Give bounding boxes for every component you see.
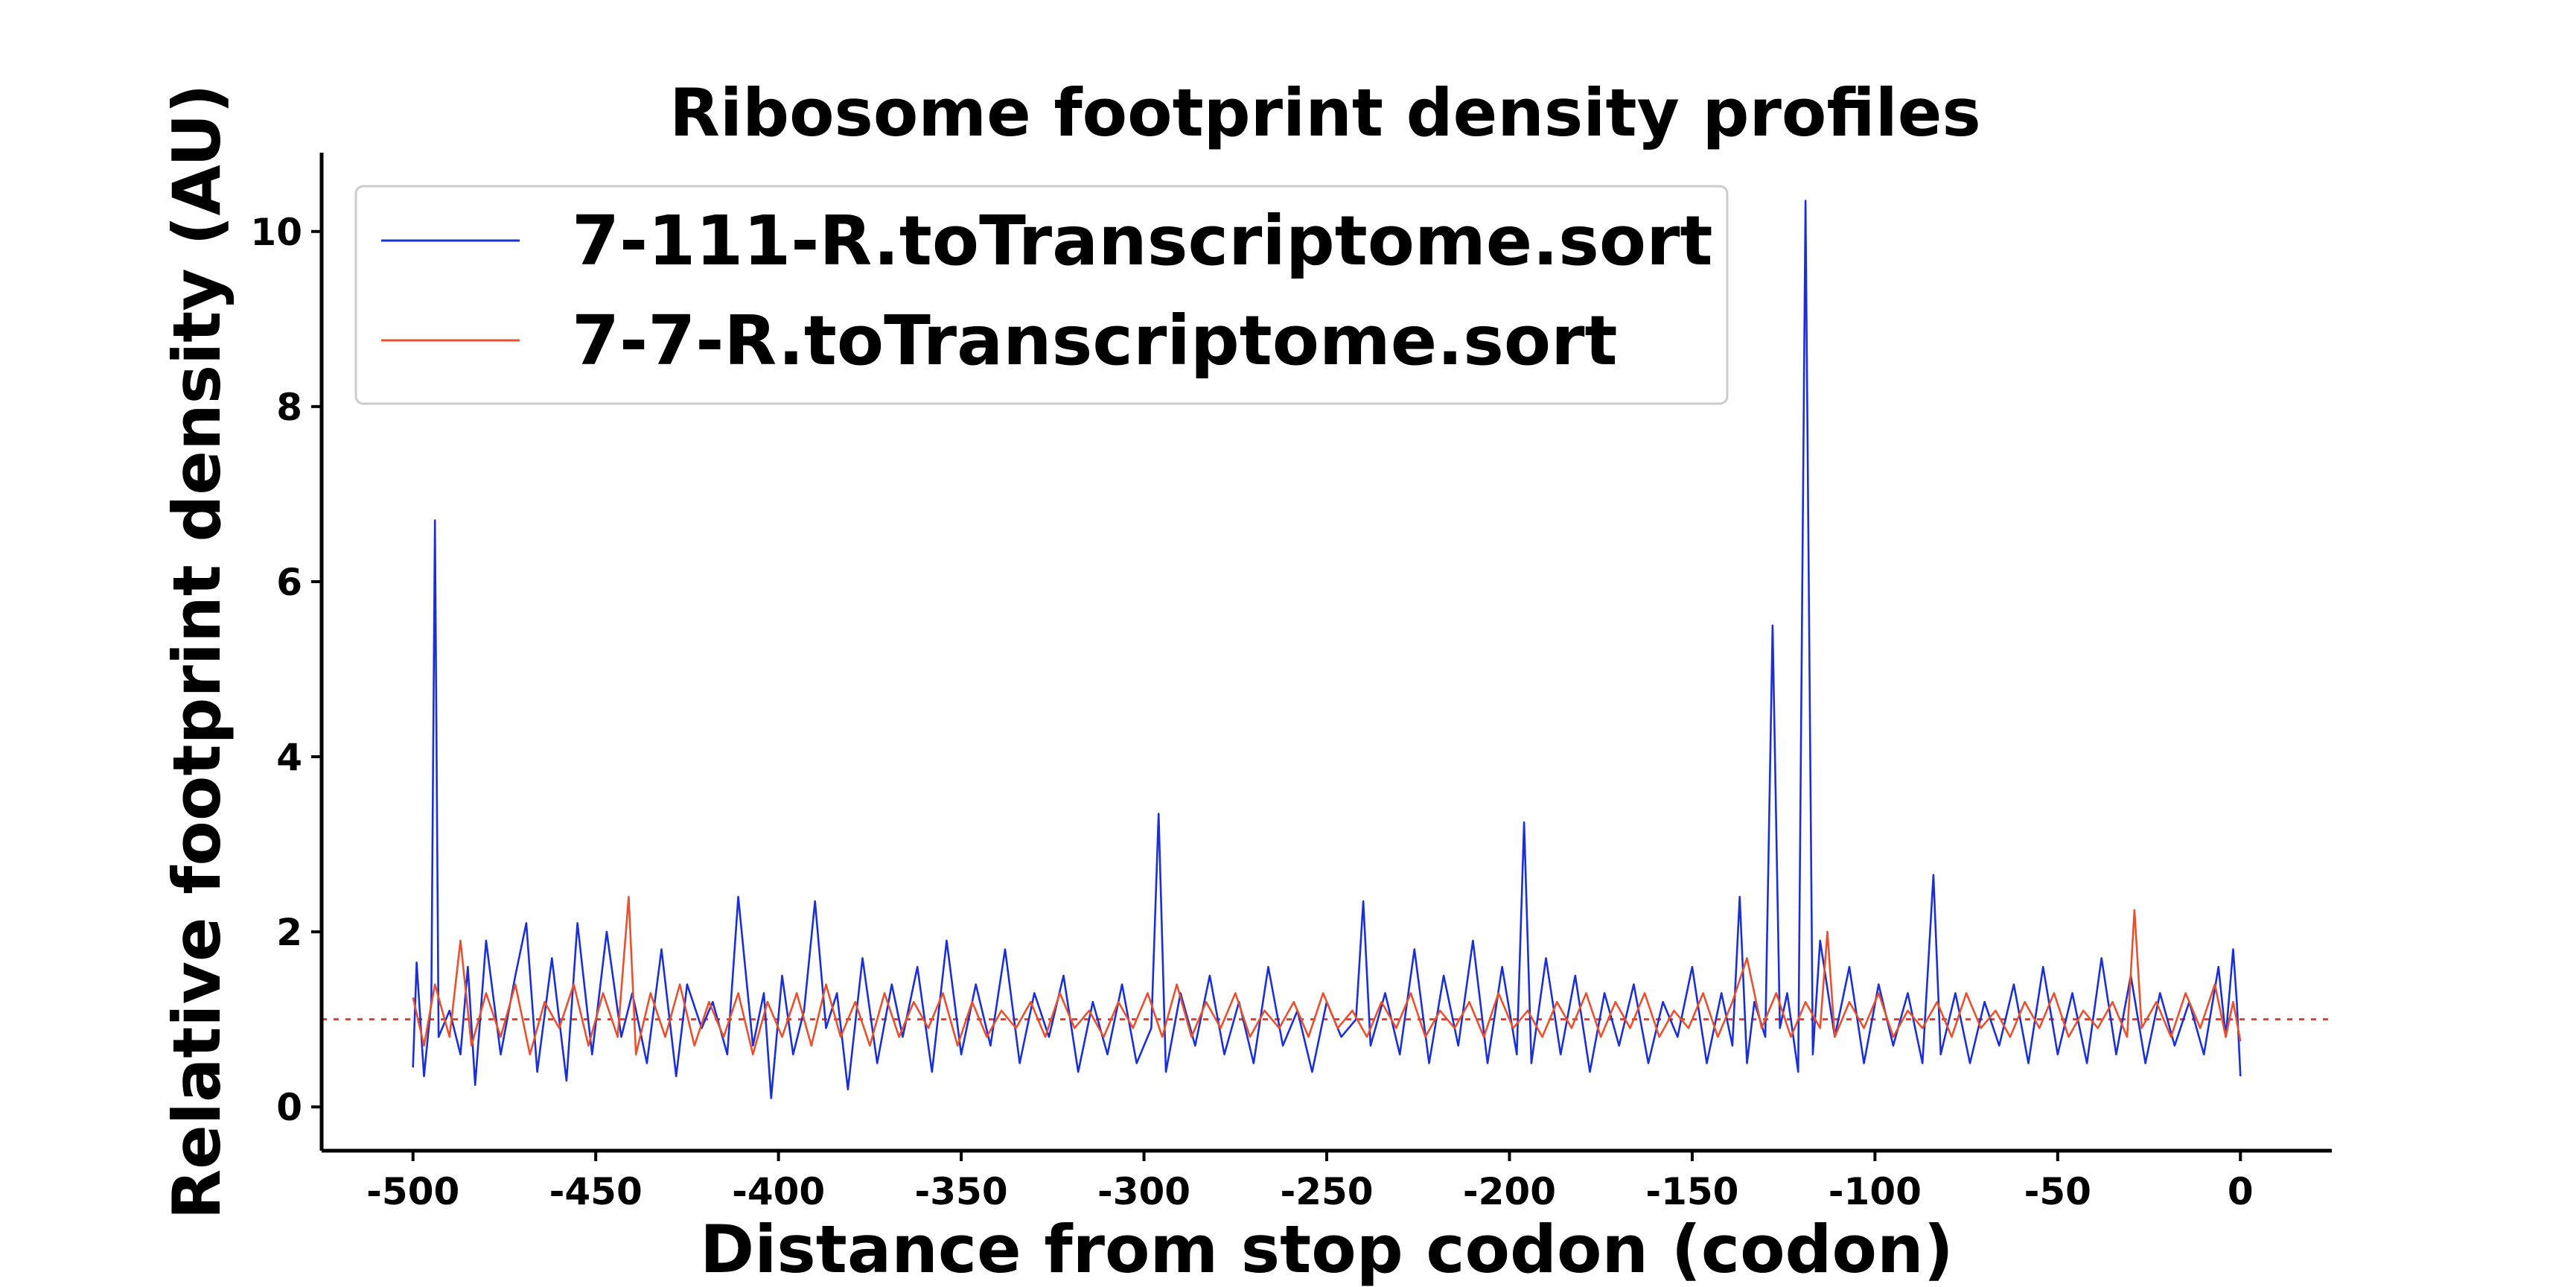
chart-title: Ribosome footprint density profiles	[669, 74, 1981, 151]
plot-lines	[322, 200, 2332, 1099]
x-tick-label: -150	[1645, 1170, 1738, 1213]
x-ticks: -500 -450 -400 -350 -300 -250 -200 -150 -100 -50 0	[366, 1151, 2254, 1213]
x-tick-label: -500	[366, 1170, 459, 1213]
legend-frame	[354, 185, 1729, 405]
y-tick-label: 6	[276, 561, 302, 604]
x-tick-label: 0	[2228, 1170, 2254, 1213]
x-tick-label: -300	[1097, 1170, 1190, 1213]
legend: 7-111-R.toTranscriptome.sort 7-7-R.toTra…	[354, 185, 1729, 405]
y-tick-label: 8	[276, 386, 302, 429]
legend-label-series-1: 7-111-R.toTranscriptome.sort	[572, 201, 1712, 281]
x-tick-label: -350	[915, 1170, 1008, 1213]
x-tick-label: -200	[1463, 1170, 1556, 1213]
legend-label-series-2: 7-7-R.toTranscriptome.sort	[572, 301, 1617, 381]
series-line-2	[412, 895, 2242, 1055]
x-axis-label: Distance from stop codon (codon)	[700, 1211, 1954, 1287]
x-tick-label: -50	[2024, 1170, 2091, 1213]
y-ticks: 0 2 4 6 8 10	[250, 211, 322, 1129]
x-tick-label: -400	[732, 1170, 825, 1213]
y-tick-label: 2	[276, 911, 302, 954]
x-tick-label: -250	[1280, 1170, 1373, 1213]
y-axis-label: Relative footprint density (AU)	[159, 83, 235, 1219]
x-tick-label: -100	[1829, 1170, 1922, 1213]
x-tick-label: -450	[549, 1170, 643, 1213]
y-tick-label: 4	[276, 736, 302, 779]
y-tick-label: 10	[250, 211, 302, 254]
y-tick-label: 0	[276, 1086, 302, 1129]
